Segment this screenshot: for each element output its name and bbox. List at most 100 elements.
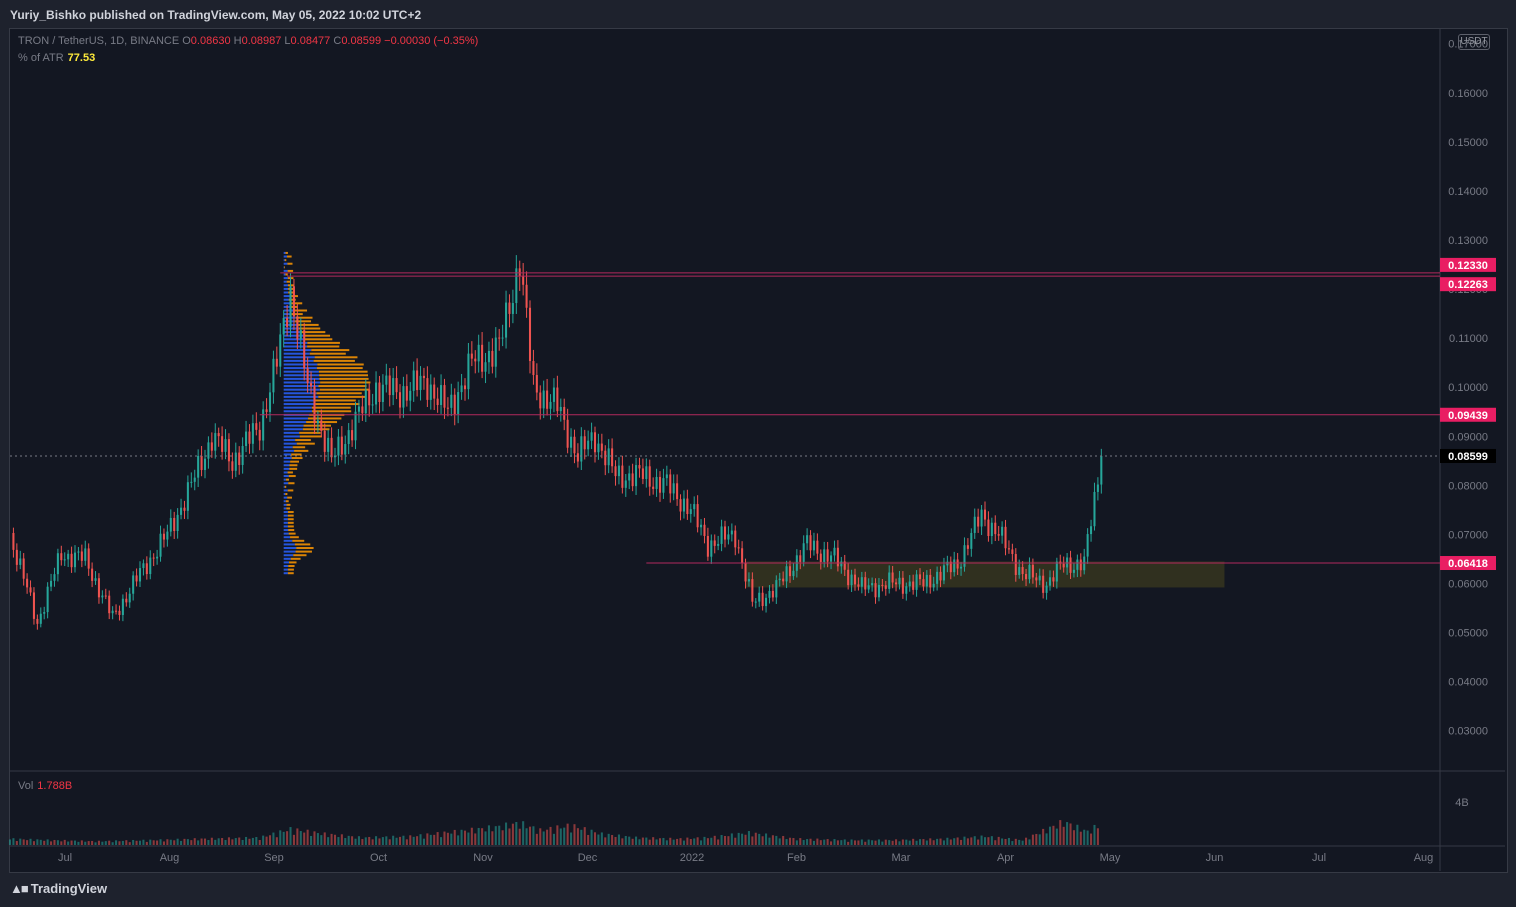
volume-profile-bar — [283, 284, 288, 287]
volume-bar — [412, 836, 415, 845]
candle-body — [942, 565, 945, 581]
volume-bar — [1001, 838, 1004, 845]
candle-body — [1035, 577, 1038, 581]
candle-body — [505, 302, 508, 338]
candle-body — [125, 598, 128, 603]
volume-profile-bar — [298, 323, 319, 326]
volume-bar — [706, 838, 709, 845]
volume-profile-bar — [312, 410, 352, 413]
volume-profile-bar — [285, 251, 288, 254]
volume-profile-bar — [317, 363, 364, 366]
volume-profile-bar — [318, 395, 367, 398]
candle-body — [388, 375, 391, 396]
volume-bar — [419, 834, 422, 845]
volume-bar — [316, 833, 319, 845]
volume-bar — [768, 837, 771, 845]
volume-profile-bar — [283, 482, 289, 485]
volume-bar — [484, 831, 487, 845]
volume-bar — [573, 824, 576, 845]
volume-bar — [515, 822, 518, 845]
volume-profile-bar — [311, 349, 350, 352]
volume-bar — [1059, 820, 1062, 845]
volume-bar — [552, 833, 555, 845]
candle-body — [1100, 455, 1103, 485]
symbol-name[interactable]: TRON / TetherUS, 1D, BINANCE — [18, 35, 180, 47]
volume-bar — [39, 839, 42, 845]
candle-body — [412, 370, 415, 391]
volume-bar — [628, 836, 631, 845]
currency-badge[interactable]: USDT — [1458, 34, 1490, 50]
volume-profile-bar — [287, 471, 293, 474]
volume-bar — [833, 839, 836, 845]
candle-body — [532, 361, 535, 376]
volume-bar — [539, 828, 542, 845]
volume-profile-bar — [283, 453, 292, 456]
volume-profile-bar — [283, 529, 289, 532]
volume-bar — [884, 839, 887, 845]
y-tick-label: 0.03000 — [1448, 726, 1488, 738]
volume-bar — [1021, 840, 1024, 845]
volume-bar — [508, 828, 511, 845]
volume-profile-bar — [319, 388, 370, 391]
x-tick-label: Nov — [473, 852, 493, 864]
volume-profile-bar — [283, 532, 289, 535]
candle-body — [1093, 491, 1096, 527]
y-tick-label: 0.13000 — [1448, 235, 1488, 247]
volume-profile-bar — [287, 518, 294, 521]
candle-body — [224, 439, 227, 452]
volume-bar — [115, 840, 118, 845]
volume-profile-bar — [283, 309, 294, 312]
volume-bar — [799, 838, 802, 845]
candle-body — [108, 595, 111, 614]
candle-body — [662, 478, 665, 493]
volume-bar — [983, 837, 987, 845]
candle-body — [1069, 557, 1072, 573]
volume-bar — [1042, 828, 1045, 845]
candle-body — [960, 566, 963, 569]
volume-bar — [156, 840, 159, 845]
candle-body — [1025, 574, 1028, 580]
volume-bar — [953, 838, 956, 845]
volume-bar — [737, 832, 740, 845]
tradingview-brand: TradingView — [30, 881, 108, 896]
volume-bar — [785, 839, 788, 845]
volume-bar — [1076, 824, 1079, 845]
candle-body — [566, 419, 569, 448]
volume-profile-bar — [287, 262, 293, 265]
volume-profile-bar — [293, 309, 308, 312]
volume-profile-bar — [283, 338, 305, 341]
symbol-legend[interactable]: TRON / TetherUS, 1D, BINANCE O0.08630 H0… — [18, 35, 478, 47]
volume-bar — [511, 823, 514, 845]
ohlc-open: O0.08630 — [182, 35, 231, 47]
volume-bar — [908, 840, 911, 845]
volume-bar — [1096, 828, 1099, 845]
candle-body — [847, 569, 850, 586]
candle-body — [1014, 554, 1017, 575]
volume-bar — [159, 839, 162, 845]
volume-bar — [111, 842, 114, 845]
volume-bar — [351, 836, 354, 845]
candle-body — [556, 387, 559, 412]
volume-bar — [522, 821, 525, 845]
candle-body — [426, 378, 429, 400]
volume-legend[interactable]: Vol 1.788B — [18, 780, 72, 792]
candle-body — [652, 486, 655, 489]
candle-body — [539, 392, 542, 409]
volume-profile-bar — [287, 525, 294, 528]
ohlc-high: H0.08987 — [233, 35, 282, 47]
y-tick-label: 0.10000 — [1448, 382, 1488, 394]
candle-body — [357, 406, 360, 412]
volume-bar — [392, 835, 395, 845]
volume-bar — [960, 839, 963, 845]
atr-legend[interactable]: % of ATR 77.53 — [18, 52, 95, 64]
volume-bar — [1045, 833, 1048, 845]
volume-profile-bar — [299, 435, 322, 438]
volume-bar — [197, 840, 200, 845]
candle-body — [217, 433, 220, 437]
candle-body — [43, 612, 46, 614]
chart-frame[interactable] — [9, 28, 1508, 873]
volume-bar — [963, 836, 966, 845]
volume-bar — [145, 841, 148, 845]
candle-body — [840, 561, 843, 567]
